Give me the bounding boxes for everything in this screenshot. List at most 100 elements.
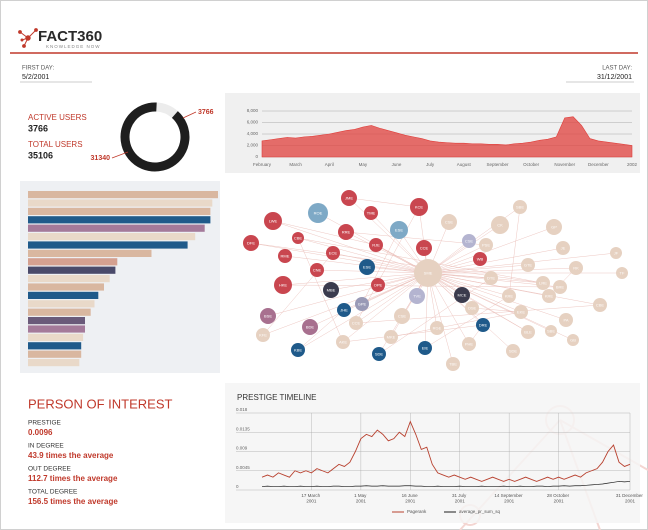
edge — [348, 197, 429, 274]
y-tick-label: 4,000 — [247, 131, 259, 136]
node-label: BDE — [306, 325, 315, 330]
area — [261, 116, 633, 158]
donut-segment — [155, 102, 178, 119]
node — [326, 246, 340, 260]
bar — [28, 216, 211, 224]
edge — [355, 272, 429, 324]
node-label: BLE — [524, 330, 532, 335]
node — [302, 319, 318, 335]
node-label: BSE — [264, 314, 272, 319]
node-label: PSE — [482, 243, 490, 248]
poi-title: PERSON OF INTEREST — [28, 396, 173, 411]
node-label: CK — [497, 223, 503, 228]
bar — [28, 283, 104, 291]
node — [310, 263, 324, 277]
leader — [111, 151, 129, 159]
node-label: OSE — [468, 306, 477, 311]
edge — [272, 220, 377, 246]
node-label: SDE — [509, 349, 518, 354]
node-label: RK — [573, 266, 579, 271]
node-label: MCE — [458, 293, 467, 298]
node — [546, 219, 562, 235]
first-day: 5/2/2001 — [22, 74, 49, 81]
x-tick-label: 31 July 2001 — [452, 493, 468, 504]
node — [278, 249, 292, 263]
node — [336, 335, 350, 349]
poi-label: PRESTIGE — [28, 420, 62, 427]
node — [567, 334, 579, 346]
poi-value: 156.5 times the average — [28, 497, 118, 506]
node-label: SBE — [516, 205, 524, 210]
x-tick-label: 14 September 2001 — [494, 493, 524, 504]
x-tick-label: May — [359, 162, 368, 167]
x-tick-label: 2002 — [627, 162, 638, 167]
node — [553, 280, 567, 294]
y-tick-label: 0 — [236, 484, 239, 489]
poi-value: 43.9 times the average — [28, 451, 114, 460]
node-label: RGE — [433, 326, 442, 331]
bar — [28, 308, 91, 316]
node-label: CSE — [465, 239, 474, 244]
x-tick-label: April — [325, 162, 334, 167]
bar — [28, 325, 85, 333]
node — [473, 252, 487, 266]
edge — [427, 224, 501, 274]
node-label: DFE — [247, 241, 255, 246]
x-tick-label: December — [588, 162, 609, 167]
bar — [28, 359, 80, 367]
node-label: TF — [620, 271, 625, 276]
bar — [28, 249, 152, 257]
x-tick-label: August — [457, 162, 472, 167]
poi-label: OUT DEGREE — [28, 466, 72, 473]
prestige-panel — [225, 383, 640, 523]
bar — [28, 258, 118, 266]
donut-label: 3766 — [198, 109, 214, 116]
bar — [28, 224, 205, 232]
x-tick-label: February — [253, 162, 272, 167]
node — [536, 276, 550, 290]
x-tick-label: June — [392, 162, 402, 167]
edge — [427, 247, 564, 274]
node — [430, 321, 444, 335]
edge — [297, 237, 344, 343]
edge — [342, 272, 429, 343]
node-label: CCE — [352, 321, 361, 326]
y-tick-label: 6,000 — [247, 120, 259, 125]
node-label: LWE — [269, 219, 278, 224]
poi-value: 0.0096 — [28, 428, 53, 437]
total-users: 35106 — [28, 150, 53, 160]
node — [384, 330, 398, 344]
donut-label: 31340 — [91, 155, 111, 162]
node — [341, 190, 357, 206]
node-label: KCE — [415, 205, 424, 210]
node-label: RME — [281, 254, 290, 259]
active-users: 3766 — [28, 123, 48, 133]
node — [274, 276, 292, 294]
x-tick-label: 1 May 2001 — [354, 493, 368, 504]
edge — [309, 272, 429, 328]
edge — [361, 229, 400, 305]
bar — [28, 291, 99, 299]
node-label: SBE — [547, 329, 555, 334]
edge — [345, 231, 429, 274]
node-label: DTE — [487, 276, 495, 281]
node — [371, 278, 385, 292]
node — [323, 282, 339, 298]
bar — [28, 275, 110, 283]
prestige-title: PRESTIGE TIMELINE — [237, 393, 316, 402]
edge — [375, 244, 529, 333]
node — [556, 241, 570, 255]
node — [513, 200, 527, 214]
node-label: KFE — [259, 333, 267, 338]
node-label: OPE — [374, 283, 383, 288]
logo-icon — [18, 28, 38, 48]
node — [454, 287, 470, 303]
node — [462, 337, 476, 351]
node — [559, 313, 573, 327]
edge — [427, 272, 522, 313]
bar — [28, 191, 218, 199]
bar — [28, 199, 213, 207]
edge — [427, 272, 510, 297]
